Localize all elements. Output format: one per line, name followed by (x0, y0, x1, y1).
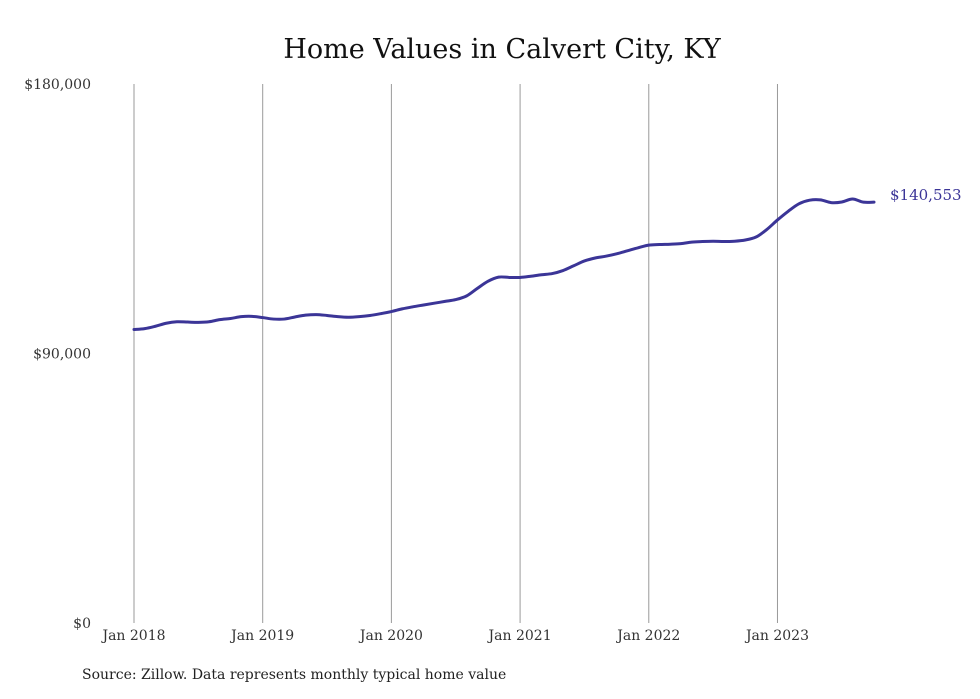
y-axis-ticks: $0 $90,000 $180,000 (24, 77, 91, 632)
gridlines (133, 84, 778, 623)
x-tick-label: Jan 2020 (358, 628, 423, 644)
end-value-label: $140,553 (890, 186, 962, 204)
x-tick-label: Jan 2019 (229, 628, 294, 644)
series-line (132, 197, 876, 332)
y-tick-label: $180,000 (24, 77, 91, 93)
y-tick-label: $90,000 (33, 347, 91, 363)
y-tick-label: $0 (73, 616, 91, 632)
x-tick-label: Jan 2022 (615, 628, 680, 644)
x-tick-label: Jan 2023 (744, 628, 809, 644)
x-axis-ticks: Jan 2018 Jan 2019 Jan 2020 Jan 2021 Jan 2022… (100, 628, 809, 644)
line-chart: Home Values in Calvert City, KY $0 $90,00… (24, 34, 962, 644)
source-note: Source: Zillow. Data represents monthly … (82, 667, 507, 683)
x-tick-label: Jan 2018 (100, 628, 165, 644)
chart-title: Home Values in Calvert City, KY (283, 34, 722, 65)
x-tick-label: Jan 2021 (487, 628, 552, 644)
